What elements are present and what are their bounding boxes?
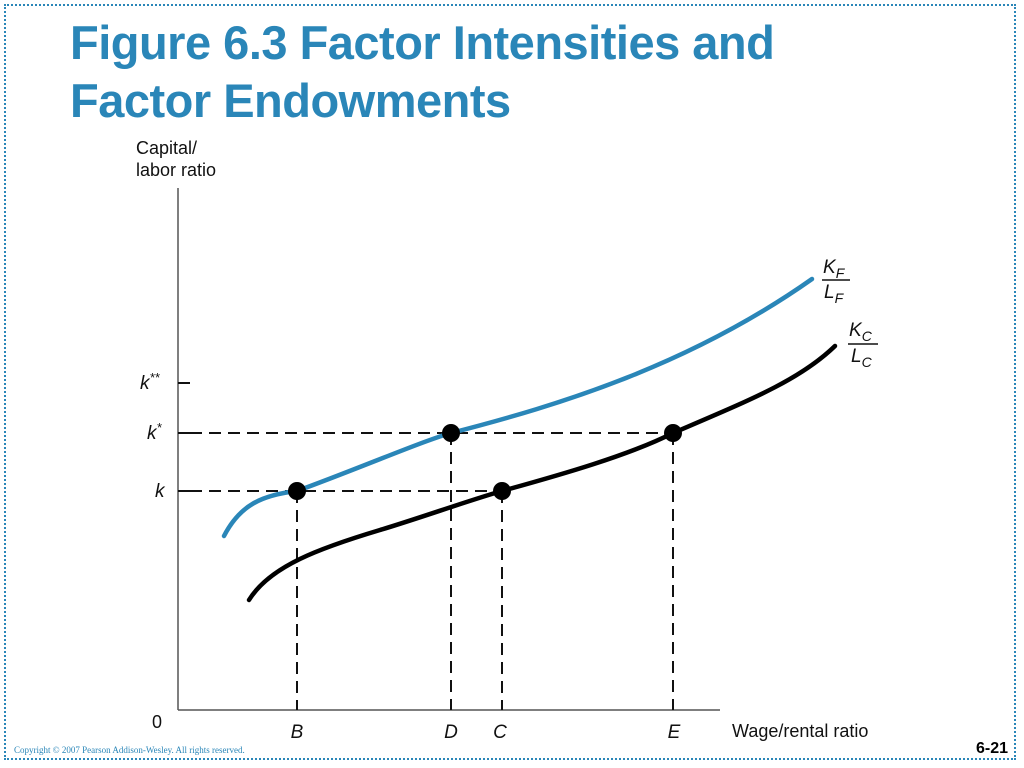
curve-label-kf-lf-denominator: LF	[824, 282, 845, 306]
curve-label-kc-num: K	[849, 320, 863, 341]
title-line-2: Factor Endowments	[70, 74, 511, 127]
point-D	[442, 424, 460, 442]
title-line-1: Figure 6.3 Factor Intensities and	[70, 16, 775, 69]
y-axis-label-line-1: Capital/	[136, 138, 197, 158]
x-tick-label-C: C	[493, 722, 507, 743]
page-number: 6-21	[975, 740, 1008, 757]
curve-label-lf-den-sub: F	[835, 290, 845, 306]
point-C	[493, 482, 511, 500]
x-tick-label-B: B	[291, 722, 304, 743]
x-axis-label: Wage/rental ratio	[732, 721, 868, 741]
y-tick-label-k-star-base: k	[147, 423, 158, 444]
curve-label-kf-lf-numerator: KF	[823, 257, 846, 281]
copyright-notice: Copyright © 2007 Pearson Addison-Wesley.…	[14, 745, 245, 755]
curve-label-kc-num-sub: C	[862, 328, 873, 344]
x-tick-label-E: E	[668, 722, 681, 743]
curve-label-kc-lc-denominator: LC	[851, 346, 873, 370]
y-tick-label-k: k	[155, 481, 166, 502]
curve-kf-lf	[221, 276, 815, 539]
y-tick-label-k-double-star: k**	[140, 370, 161, 394]
curve-label-lf-den: L	[824, 282, 835, 303]
y-tick-label-k-double-star-sup: **	[150, 370, 161, 385]
y-tick-label-k-star-sup: *	[157, 420, 163, 435]
curve-label-kf-lf: KF LF	[822, 257, 850, 306]
slide-title: Figure 6.3 Factor Intensities and Factor…	[70, 14, 950, 130]
curve-label-kf-num-sub: F	[836, 265, 846, 281]
point-E	[664, 424, 682, 442]
origin-label: 0	[152, 712, 162, 732]
curve-label-lc-den-sub: C	[862, 354, 873, 370]
y-tick-label-k-double-star-base: k	[140, 373, 151, 394]
curve-label-kc-lc-numerator: KC	[849, 320, 873, 344]
slide-border	[4, 4, 1016, 760]
curve-label-kf-num: K	[823, 257, 837, 278]
curve-label-lc-den: L	[851, 346, 862, 367]
curve-label-kc-lc: KC LC	[848, 320, 878, 370]
point-B	[288, 482, 306, 500]
x-tick-label-D: D	[444, 722, 458, 743]
y-axis-label-line-2: labor ratio	[136, 160, 216, 180]
y-tick-label-k-star: k*	[147, 420, 163, 444]
curve-kc-lc	[246, 343, 838, 603]
